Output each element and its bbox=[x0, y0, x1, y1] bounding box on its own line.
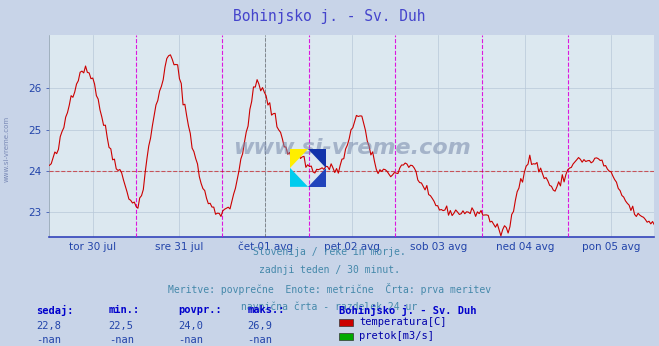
Text: 22,8: 22,8 bbox=[36, 321, 61, 331]
Polygon shape bbox=[308, 168, 326, 187]
Text: www.si-vreme.com: www.si-vreme.com bbox=[233, 138, 471, 158]
Text: navpična črta - razdelek 24 ur: navpična črta - razdelek 24 ur bbox=[241, 301, 418, 312]
Text: maks.:: maks.: bbox=[247, 305, 285, 315]
Text: -nan: -nan bbox=[109, 335, 134, 345]
Text: pretok[m3/s]: pretok[m3/s] bbox=[359, 331, 434, 341]
Text: 22,5: 22,5 bbox=[109, 321, 134, 331]
Text: sedaj:: sedaj: bbox=[36, 305, 74, 316]
Text: Slovenija / reke in morje.: Slovenija / reke in morje. bbox=[253, 247, 406, 257]
Text: povpr.:: povpr.: bbox=[178, 305, 221, 315]
Text: 26,9: 26,9 bbox=[247, 321, 272, 331]
Text: -nan: -nan bbox=[247, 335, 272, 345]
Text: Bohinjsko j. - Sv. Duh: Bohinjsko j. - Sv. Duh bbox=[233, 9, 426, 24]
Text: -nan: -nan bbox=[178, 335, 203, 345]
Text: min.:: min.: bbox=[109, 305, 140, 315]
Text: Meritve: povprečne  Enote: metrične  Črta: prva meritev: Meritve: povprečne Enote: metrične Črta:… bbox=[168, 283, 491, 295]
Text: 24,0: 24,0 bbox=[178, 321, 203, 331]
Text: temperatura[C]: temperatura[C] bbox=[359, 318, 447, 327]
Polygon shape bbox=[308, 149, 326, 168]
Text: -nan: -nan bbox=[36, 335, 61, 345]
Text: Bohinjsko j. - Sv. Duh: Bohinjsko j. - Sv. Duh bbox=[339, 305, 477, 316]
Polygon shape bbox=[290, 168, 308, 187]
Text: zadnji teden / 30 minut.: zadnji teden / 30 minut. bbox=[259, 265, 400, 275]
Text: www.si-vreme.com: www.si-vreme.com bbox=[3, 116, 10, 182]
Polygon shape bbox=[290, 149, 308, 168]
